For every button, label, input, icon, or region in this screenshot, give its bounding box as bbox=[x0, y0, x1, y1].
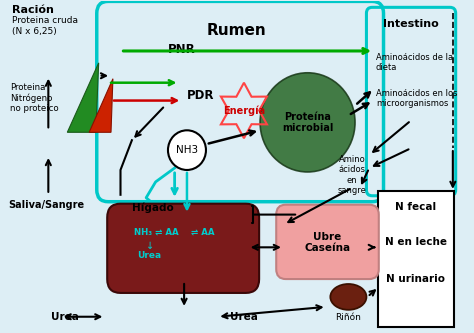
Text: PNR: PNR bbox=[168, 43, 196, 56]
FancyBboxPatch shape bbox=[107, 204, 259, 293]
Text: Urea: Urea bbox=[137, 251, 161, 260]
Text: Rumen: Rumen bbox=[207, 23, 266, 38]
Text: Saliva/Sangre: Saliva/Sangre bbox=[9, 200, 84, 210]
Text: Ubre
Caseína: Ubre Caseína bbox=[304, 231, 351, 253]
Polygon shape bbox=[67, 63, 99, 132]
Text: Energía: Energía bbox=[223, 105, 265, 116]
Text: Proteina cruda
(N x 6,25): Proteina cruda (N x 6,25) bbox=[12, 16, 78, 36]
Text: Amino
ácidos
en
sangre: Amino ácidos en sangre bbox=[338, 155, 366, 195]
Text: NH₃ ⇌ AA: NH₃ ⇌ AA bbox=[134, 227, 178, 236]
Circle shape bbox=[168, 130, 206, 170]
Circle shape bbox=[260, 73, 355, 172]
Text: ⇌ AA: ⇌ AA bbox=[191, 227, 214, 236]
Text: Hígado: Hígado bbox=[132, 202, 173, 212]
Text: NH3: NH3 bbox=[176, 145, 198, 155]
Text: N urinario: N urinario bbox=[386, 274, 445, 284]
Text: Aminoácidos en los
microorganismos: Aminoácidos en los microorganismos bbox=[376, 89, 457, 108]
Text: Riñón: Riñón bbox=[336, 313, 361, 322]
Polygon shape bbox=[89, 79, 113, 132]
FancyBboxPatch shape bbox=[378, 191, 454, 327]
Text: Ración: Ración bbox=[12, 5, 54, 15]
Text: Aminoácidos de la
dieta: Aminoácidos de la dieta bbox=[376, 53, 453, 72]
Text: Intestino: Intestino bbox=[383, 19, 439, 29]
Ellipse shape bbox=[330, 284, 366, 310]
Text: ↓: ↓ bbox=[146, 241, 154, 251]
Text: Urea: Urea bbox=[230, 312, 258, 322]
Text: Proteina
Nitrógeno
no proteico: Proteina Nitrógeno no proteico bbox=[10, 83, 59, 113]
Text: PDR: PDR bbox=[187, 89, 214, 102]
Text: Proteína
microbial: Proteína microbial bbox=[282, 112, 333, 133]
Text: N fecal: N fecal bbox=[395, 202, 437, 212]
FancyBboxPatch shape bbox=[276, 205, 379, 279]
Text: N en leche: N en leche bbox=[385, 237, 447, 247]
Text: Urea: Urea bbox=[52, 312, 79, 322]
